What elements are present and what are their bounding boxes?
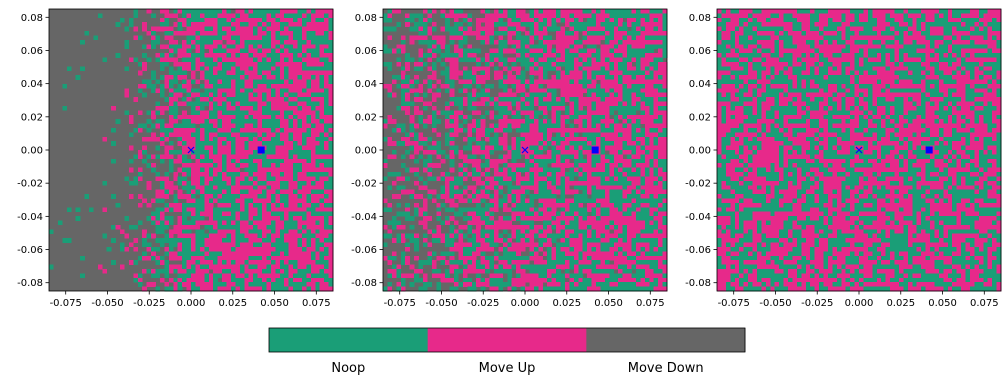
y-tick-label: 0.02 <box>21 112 43 123</box>
x-marker <box>521 146 529 154</box>
x-tick-label: 0.050 <box>928 298 957 309</box>
legend-frame <box>268 327 746 353</box>
y-tick-label: 0.04 <box>21 79 43 90</box>
legend-swatch <box>427 328 587 352</box>
y-tick-label: 0.00 <box>689 146 711 157</box>
x-tick-label: 0.025 <box>886 298 915 309</box>
x-marker <box>855 146 863 154</box>
legend-label: Move Down <box>628 361 704 376</box>
x-tick-label: -0.075 <box>384 298 416 309</box>
y-tick-label: -0.06 <box>17 245 43 256</box>
x-tick-label: 0.000 <box>511 298 540 309</box>
x-tick-label: 0.000 <box>845 298 874 309</box>
y-tick-label: -0.08 <box>351 278 377 289</box>
y-tick-label: -0.06 <box>351 245 377 256</box>
x-marker <box>187 146 195 154</box>
heatmap <box>49 9 334 292</box>
y-tick-label: -0.02 <box>351 179 377 190</box>
x-tick-label: -0.075 <box>50 298 82 309</box>
y-tick-label: 0.08 <box>21 13 43 24</box>
panel-3: -0.075 -0.050 -0.025 0.000 0.025 0.050 0.075 0.… <box>685 8 1002 309</box>
x-tick-label: 0.025 <box>218 298 247 309</box>
y-tick-label: 0.04 <box>689 79 711 90</box>
y-tick-label: -0.04 <box>685 212 711 223</box>
panel-2: -0.075 -0.050 -0.025 0.000 0.025 0.050 0.075 0.… <box>351 8 668 309</box>
x-tick-label: 0.075 <box>302 298 331 309</box>
y-tick-label: 0.06 <box>21 46 43 57</box>
square-marker <box>591 146 599 154</box>
legend-label: Move Up <box>479 361 536 376</box>
heatmap <box>383 9 668 292</box>
y-tick-label: 0.00 <box>355 146 377 157</box>
x-tick-label: 0.075 <box>636 298 665 309</box>
panel-1: -0.075 -0.050 -0.025 0.000 0.025 0.050 0.075 0.… <box>17 8 334 309</box>
x-tick-label: 0.050 <box>594 298 623 309</box>
legend-swatch <box>269 328 429 352</box>
y-tick-label: -0.02 <box>685 179 711 190</box>
y-tick-label: -0.04 <box>17 212 43 223</box>
x-tick-label: -0.050 <box>91 298 123 309</box>
y-tick-label: 0.08 <box>689 13 711 24</box>
y-tick-label: -0.06 <box>685 245 711 256</box>
x-tick-label: -0.050 <box>425 298 457 309</box>
y-tick-label: -0.04 <box>351 212 377 223</box>
y-tick-label: 0.02 <box>689 112 711 123</box>
x-tick-label: 0.075 <box>970 298 999 309</box>
y-tick-label: -0.02 <box>17 179 43 190</box>
legend: Noop Move Up Move Down <box>268 327 746 376</box>
y-tick-label: -0.08 <box>17 278 43 289</box>
x-tick-label: -0.050 <box>759 298 791 309</box>
y-tick-label: 0.08 <box>355 13 377 24</box>
x-tick-label: 0.025 <box>552 298 581 309</box>
x-tick-label: -0.025 <box>801 298 833 309</box>
x-tick-label: -0.075 <box>718 298 750 309</box>
x-tick-label: 0.000 <box>177 298 206 309</box>
y-tick-label: 0.06 <box>355 46 377 57</box>
y-tick-label: 0.02 <box>355 112 377 123</box>
y-tick-label: -0.08 <box>685 278 711 289</box>
x-tick-label: 0.050 <box>260 298 289 309</box>
x-tick-label: -0.025 <box>133 298 165 309</box>
y-tick-label: 0.00 <box>21 146 43 157</box>
square-marker <box>257 146 265 154</box>
square-marker <box>925 146 933 154</box>
legend-swatch <box>586 328 746 352</box>
x-tick-label: -0.025 <box>467 298 499 309</box>
y-tick-label: 0.04 <box>355 79 377 90</box>
legend-label: Noop <box>331 361 365 376</box>
y-tick-label: 0.06 <box>689 46 711 57</box>
